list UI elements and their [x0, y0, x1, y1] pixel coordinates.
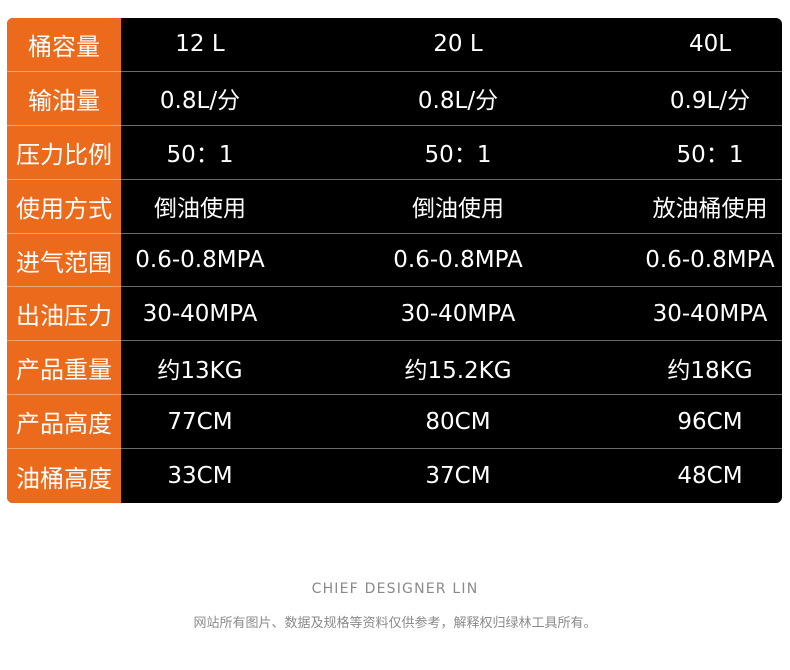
spec-row-air-intake: 进气范围 0.6-0.8MPA 0.6-0.8MPA 0.6-0.8MPA: [7, 233, 782, 288]
value-model-3: 48CM: [677, 463, 743, 490]
row-label: 桶容量: [7, 18, 121, 72]
value-model-1: 33CM: [167, 463, 233, 490]
row-label: 油桶高度: [7, 449, 121, 503]
row-label: 使用方式: [7, 179, 121, 234]
row-label: 压力比例: [7, 125, 121, 180]
value-model-2: 倒油使用: [412, 196, 504, 223]
value-model-2: 37CM: [425, 463, 491, 490]
value-model-3: 96CM: [677, 408, 743, 435]
value-model-2: 0.8L/分: [417, 88, 499, 115]
value-model-3: 40L: [688, 31, 732, 58]
spec-table: 桶容量 12 L 20 L 40L 输油量 0.8L/分 0.8L/分 0.9L…: [7, 18, 782, 503]
value-model-2: 50：1: [424, 142, 492, 169]
value-model-3: 30-40MPA: [652, 300, 768, 327]
value-model-1: 倒油使用: [154, 196, 246, 223]
row-label: 产品高度: [7, 395, 121, 450]
value-model-2: 30-40MPA: [400, 300, 516, 327]
spec-row-product-height: 产品高度 77CM 80CM 96CM: [7, 395, 782, 450]
value-model-1: 0.8L/分: [159, 88, 241, 115]
value-model-3: 50：1: [676, 142, 744, 169]
value-model-2: 80CM: [425, 408, 491, 435]
value-model-1: 约13KG: [157, 357, 243, 384]
spec-row-output-pressure: 出油压力 30-40MPA 30-40MPA 30-40MPA: [7, 287, 782, 342]
spec-row-usage: 使用方式 倒油使用 倒油使用 放油桶使用: [7, 179, 782, 234]
value-model-1: 30-40MPA: [142, 300, 258, 327]
row-label: 进气范围: [7, 233, 121, 288]
row-label: 产品重量: [7, 341, 121, 396]
value-model-3: 0.6-0.8MPA: [645, 247, 775, 273]
value-model-3: 0.9L/分: [669, 88, 751, 115]
spec-row-oil-output: 输油量 0.8L/分 0.8L/分 0.9L/分: [7, 71, 782, 126]
disclaimer-note: 网站所有图片、数据及规格等资料仅供参考，解释权归绿林工具所有。: [193, 616, 597, 631]
spec-row-capacity: 桶容量 12 L 20 L 40L: [7, 18, 782, 72]
value-model-2: 约15.2KG: [404, 357, 512, 384]
value-model-2: 0.6-0.8MPA: [393, 247, 523, 273]
value-model-1: 77CM: [167, 408, 233, 435]
value-model-1: 12 L: [175, 31, 225, 58]
value-model-1: 0.6-0.8MPA: [135, 247, 265, 273]
value-model-1: 50：1: [166, 142, 234, 169]
spec-row-barrel-height: 油桶高度 33CM 37CM 48CM: [7, 449, 782, 503]
designer-credit: CHIEF DESIGNER LIN: [311, 581, 479, 597]
spec-row-weight: 产品重量 约13KG 约15.2KG 约18KG: [7, 341, 782, 396]
row-label: 出油压力: [7, 287, 121, 342]
spec-row-pressure-ratio: 压力比例 50：1 50：1 50：1: [7, 125, 782, 180]
row-label: 输油量: [7, 71, 121, 126]
value-model-3: 约18KG: [667, 357, 753, 384]
value-model-3: 放油桶使用: [652, 196, 768, 223]
value-model-2: 20 L: [433, 31, 483, 58]
